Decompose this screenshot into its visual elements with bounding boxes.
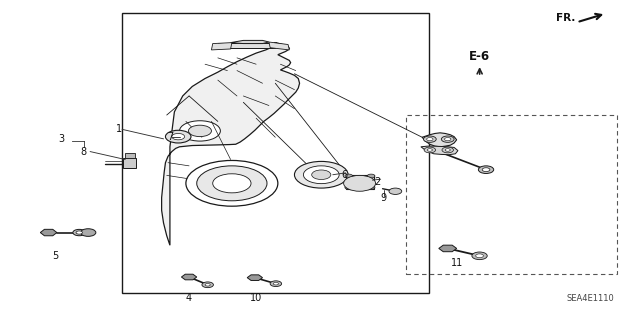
Circle shape	[344, 175, 376, 191]
Text: E-6: E-6	[469, 50, 490, 63]
Circle shape	[270, 281, 282, 286]
Circle shape	[389, 188, 402, 195]
Polygon shape	[247, 275, 262, 280]
Circle shape	[172, 133, 184, 140]
Circle shape	[294, 161, 348, 188]
Polygon shape	[125, 153, 135, 158]
Circle shape	[179, 121, 220, 141]
Text: 9: 9	[381, 193, 387, 203]
Circle shape	[424, 136, 436, 142]
Circle shape	[205, 284, 210, 286]
Polygon shape	[218, 43, 275, 48]
Circle shape	[442, 136, 454, 142]
Text: 4: 4	[186, 293, 192, 303]
Text: FR.: FR.	[556, 13, 575, 23]
Text: 6: 6	[341, 170, 348, 180]
Circle shape	[424, 147, 436, 153]
Polygon shape	[181, 274, 196, 280]
Bar	[406, 115, 617, 274]
Circle shape	[472, 252, 487, 260]
Circle shape	[476, 254, 483, 258]
Circle shape	[312, 170, 331, 180]
Text: 5: 5	[52, 251, 58, 261]
Text: 3: 3	[58, 134, 65, 144]
Circle shape	[442, 147, 454, 153]
Circle shape	[186, 160, 278, 206]
Circle shape	[345, 174, 353, 178]
Text: 11: 11	[451, 258, 463, 268]
Circle shape	[188, 125, 211, 137]
Polygon shape	[422, 133, 457, 147]
Circle shape	[345, 186, 353, 189]
Circle shape	[478, 166, 493, 174]
Polygon shape	[162, 43, 300, 245]
Text: 1: 1	[116, 124, 122, 134]
Circle shape	[76, 231, 83, 234]
Polygon shape	[346, 175, 374, 189]
Circle shape	[81, 229, 96, 236]
Text: 8: 8	[81, 146, 87, 157]
Circle shape	[273, 282, 278, 285]
Polygon shape	[40, 229, 57, 236]
Text: 10: 10	[250, 293, 262, 303]
Circle shape	[445, 149, 451, 151]
Circle shape	[427, 137, 433, 141]
Polygon shape	[211, 43, 232, 50]
Polygon shape	[439, 245, 457, 252]
Circle shape	[202, 282, 213, 288]
Text: SEA4E1110: SEA4E1110	[566, 294, 614, 303]
Circle shape	[73, 229, 86, 236]
Text: 2: 2	[374, 177, 381, 187]
Circle shape	[367, 174, 375, 178]
Polygon shape	[124, 158, 136, 168]
Circle shape	[303, 166, 339, 184]
Polygon shape	[230, 41, 269, 44]
Circle shape	[212, 174, 251, 193]
Polygon shape	[269, 42, 289, 50]
Circle shape	[428, 149, 433, 151]
Circle shape	[196, 166, 267, 201]
Circle shape	[445, 137, 451, 141]
Bar	[122, 13, 429, 293]
Circle shape	[482, 168, 490, 172]
Circle shape	[367, 186, 375, 189]
Text: 7: 7	[167, 132, 173, 142]
Polygon shape	[421, 146, 458, 155]
Circle shape	[166, 130, 191, 143]
